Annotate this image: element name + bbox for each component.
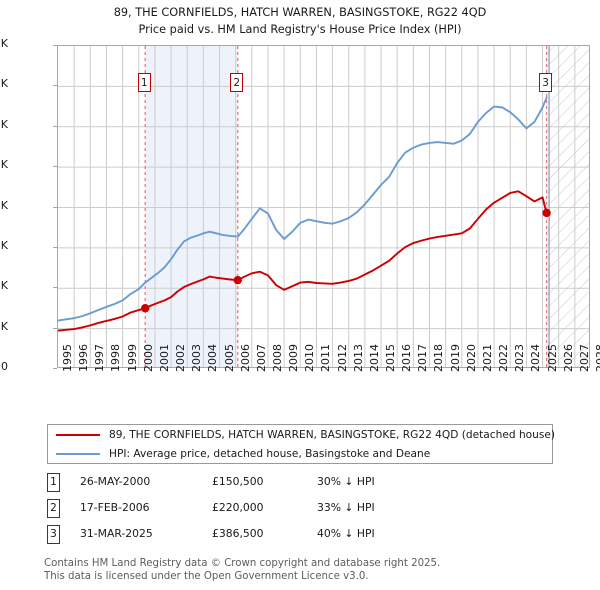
x-axis-label: 2011 [319, 344, 333, 372]
transaction-index-badge: 3 [47, 525, 60, 544]
legend-item-price: 89, THE CORNFIELDS, HATCH WARREN, BASING… [48, 425, 556, 444]
footer-line-2: This data is licensed under the Open Gov… [44, 570, 369, 582]
projection-hatch-region [546, 46, 589, 367]
page-title: 89, THE CORNFIELDS, HATCH WARREN, BASING… [0, 4, 600, 38]
grid-lines [58, 46, 589, 367]
title-line-2: Price paid vs. HM Land Registry's House … [138, 23, 462, 36]
x-axis-label: 2002 [174, 344, 188, 372]
x-axis-label: 2019 [448, 344, 462, 372]
x-axis-label: 2022 [497, 344, 511, 372]
chart-plot-area [57, 45, 590, 368]
data-series-lines [58, 96, 548, 332]
x-axis-label: 2021 [480, 344, 494, 372]
y-axis-label: £600K [0, 117, 8, 131]
y-axis-tick [53, 287, 57, 289]
x-axis-label: 1996 [77, 344, 91, 372]
y-axis-tick [53, 45, 57, 46]
legend-label-hpi: HPI: Average price, detached house, Basi… [109, 447, 431, 460]
y-axis-label: £200K [0, 279, 8, 293]
x-axis-label: 2010 [303, 344, 317, 372]
transaction-index-badge: 1 [47, 473, 60, 492]
x-axis-label: 2027 [577, 344, 591, 372]
x-axis-label: 2004 [206, 344, 220, 372]
y-axis-tick [53, 125, 57, 127]
x-axis-label: 1997 [93, 344, 107, 372]
x-axis-label: 2001 [157, 344, 171, 372]
y-axis-label: £400K [0, 198, 8, 212]
transaction-hpi-delta: 30% ↓ HPI [317, 475, 375, 488]
transaction-date: 26-MAY-2000 [80, 475, 151, 488]
legend-swatch-hpi [56, 452, 100, 455]
y-axis-tick [53, 166, 57, 168]
x-axis-label: 1998 [109, 344, 123, 372]
x-axis-label: 2014 [367, 344, 381, 372]
x-axis-label: 2005 [222, 344, 236, 372]
x-axis-label: 2017 [416, 344, 430, 372]
y-axis-tick [53, 85, 57, 87]
x-axis-label: 1995 [61, 344, 74, 372]
y-axis-tick [53, 206, 57, 208]
transaction-price: £150,500 [212, 475, 264, 488]
marker-box-3: 3 [539, 73, 553, 92]
x-axis-label: 2013 [351, 344, 365, 372]
x-axis-label: 2003 [190, 344, 204, 372]
transaction-hpi-delta: 40% ↓ HPI [317, 527, 375, 540]
x-axis-label: 2008 [270, 344, 284, 372]
transaction-price: £220,000 [212, 501, 264, 514]
y-axis-label: £700K [0, 77, 8, 91]
x-axis-label: 1999 [125, 344, 139, 372]
y-axis-label: £500K [0, 158, 8, 172]
table-row: 1 26-MAY-2000 £150,500 30% ↓ HPI [47, 472, 487, 498]
marker-box-1: 1 [137, 73, 151, 92]
x-axis-label: 2018 [432, 344, 446, 372]
x-axis-label: 2015 [384, 344, 398, 372]
chart-svg [58, 46, 589, 367]
y-axis-tick [53, 368, 57, 369]
x-axis-label: 2023 [513, 344, 527, 372]
x-axis-label: 2020 [464, 344, 478, 372]
x-axis-label: 2009 [287, 344, 301, 372]
x-axis-label: 2024 [529, 344, 543, 372]
transaction-price: £386,500 [212, 527, 264, 540]
legend-label-price: 89, THE CORNFIELDS, HATCH WARREN, BASING… [109, 428, 556, 441]
legend-item-hpi: HPI: Average price, detached house, Basi… [48, 444, 552, 463]
x-axis-label: 2012 [335, 344, 349, 372]
chart-legend: 89, THE CORNFIELDS, HATCH WARREN, BASING… [47, 424, 556, 464]
x-axis-label: 2006 [238, 344, 252, 372]
marker-box-2: 2 [230, 73, 244, 92]
y-axis-label: £300K [0, 238, 8, 252]
x-axis-label: 2028 [594, 344, 600, 372]
x-axis-label: 2025 [545, 344, 559, 372]
y-axis-label: £0 [0, 360, 8, 373]
x-axis-label: 2016 [400, 344, 414, 372]
y-axis-label: £100K [0, 319, 8, 333]
highlight-band [145, 46, 238, 367]
x-axis-label: 2007 [254, 344, 268, 372]
table-row: 3 31-MAR-2025 £386,500 40% ↓ HPI [47, 524, 487, 550]
title-line-1: 89, THE CORNFIELDS, HATCH WARREN, BASING… [113, 6, 487, 19]
legend-swatch-price [56, 433, 100, 436]
y-axis-tick [53, 327, 57, 329]
footer-line-1: Contains HM Land Registry data © Crown c… [44, 558, 441, 569]
table-row: 2 17-FEB-2006 £220,000 33% ↓ HPI [47, 498, 487, 524]
y-axis-tick [53, 246, 57, 248]
transaction-index-badge: 2 [47, 499, 60, 518]
transaction-date: 31-MAR-2025 [80, 527, 153, 540]
footer-attribution: Contains HM Land Registry data © Crown c… [44, 558, 584, 583]
transaction-hpi-delta: 33% ↓ HPI [317, 501, 375, 514]
transaction-date: 17-FEB-2006 [80, 501, 150, 514]
y-axis-label: £800K [0, 37, 8, 50]
x-axis-label: 2026 [561, 344, 575, 372]
transaction-point-markers [141, 208, 551, 313]
x-axis-label: 2000 [141, 344, 155, 372]
marker-vertical-lines [144, 46, 550, 367]
transactions-table: 1 26-MAY-2000 £150,500 30% ↓ HPI 2 17-FE… [47, 472, 487, 550]
